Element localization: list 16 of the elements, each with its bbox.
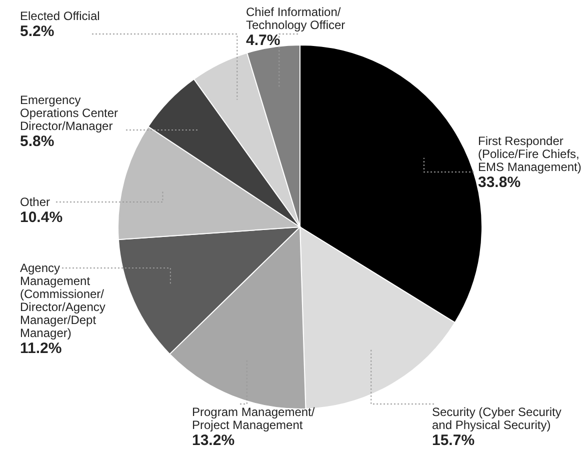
- slice-label: Chief Information/ Technology Officer: [246, 5, 346, 32]
- data-label: 10.4%: [20, 209, 63, 226]
- data-label: 5.8%: [20, 133, 54, 150]
- data-label: 5.2%: [20, 23, 54, 40]
- data-label: 15.7%: [432, 432, 475, 449]
- data-label: 33.8%: [478, 174, 521, 191]
- slice-label: Agency Management (Commissioner/ Director/Agency Manager/Dept Manager): [20, 261, 106, 340]
- slice-label: Program Management/ Project Management: [192, 405, 316, 432]
- slice-label: First Responder (Police/Fire Chiefs, EMS Management): [478, 134, 582, 174]
- slice-label: Elected Official: [20, 9, 100, 23]
- slice-label: Other: [20, 195, 50, 209]
- slice-label: Emergency Operations Center Director/Manager: [20, 93, 118, 133]
- data-label: 13.2%: [192, 432, 235, 449]
- data-label: 11.2%: [20, 340, 62, 357]
- slice-label: Security (Cyber Security and Physical Security): [432, 405, 562, 432]
- data-label: 4.7%: [246, 32, 280, 49]
